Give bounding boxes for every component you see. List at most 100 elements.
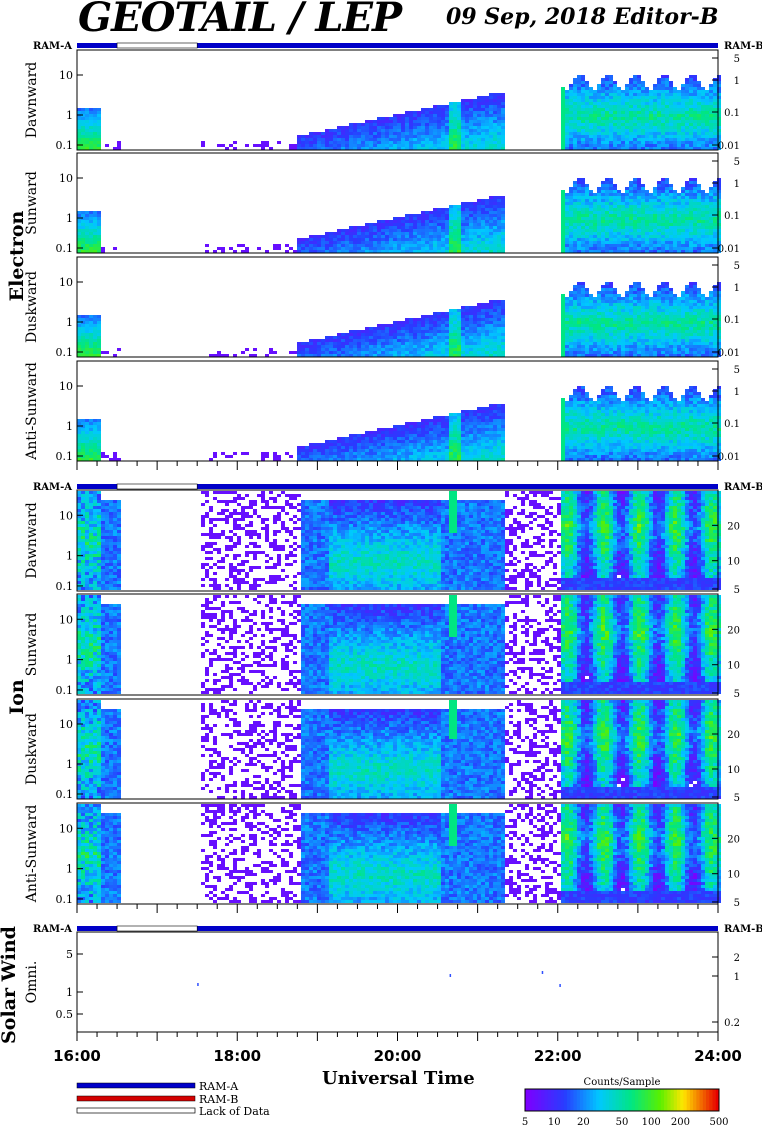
y-tick-label-right: 5: [734, 54, 740, 65]
y-tick-label-right: 1: [734, 283, 740, 294]
lack-of-data-segment: [117, 43, 197, 48]
colorbar-segment: [680, 1089, 684, 1111]
y-tick-label-right: 0.01: [718, 348, 740, 359]
ram-a-label: RAM-A: [33, 924, 72, 935]
ram-a-label: RAM-A: [33, 41, 72, 52]
colorbar-segment: [574, 1089, 578, 1111]
colorbar-segment: [683, 1089, 687, 1111]
y-tick-label: 1: [66, 986, 73, 999]
y-tick-label-right: 20: [727, 834, 740, 845]
colorbar-segment: [531, 1089, 535, 1111]
colorbar-segment: [690, 1089, 694, 1111]
ram-b-label: RAM-B: [724, 482, 762, 493]
panel-label: Sunward: [24, 171, 40, 235]
panel-label: Dawnward: [24, 502, 40, 579]
colorbar-title: Counts/Sample: [584, 1077, 661, 1088]
y-tick-label: 10: [59, 380, 73, 393]
colorbar-segment: [599, 1089, 603, 1111]
colorbar-tick-label: 500: [709, 1117, 728, 1128]
y-tick-label-right: 20: [727, 625, 740, 636]
colorbar-segment: [570, 1089, 574, 1111]
colorbar-segment: [632, 1089, 636, 1111]
colorbar-tick-label: 50: [616, 1117, 629, 1128]
colorbar-segment: [541, 1089, 545, 1111]
y-tick-label-right: 1: [734, 972, 740, 983]
colorbar-segment: [677, 1089, 681, 1111]
y-tick-label: 10: [59, 613, 73, 626]
colorbar-segment: [664, 1089, 668, 1111]
y-tick-label: 0.1: [56, 580, 74, 593]
y-tick-label-right: 10: [727, 870, 740, 881]
colorbar-segment: [586, 1089, 590, 1111]
colorbar-segment: [674, 1089, 678, 1111]
x-tick-label: 16:00: [53, 1047, 101, 1065]
colorbar-tick-label: 10: [548, 1117, 561, 1128]
colorbar-segment: [654, 1089, 658, 1111]
colorbar-tick-label: 200: [671, 1117, 690, 1128]
colorbar-segment: [583, 1089, 587, 1111]
y-tick-label-right: 10: [727, 765, 740, 776]
ram-b-label: RAM-B: [724, 924, 762, 935]
y-tick-label: 1: [66, 654, 73, 667]
y-tick-label-right: 5: [734, 793, 740, 804]
colorbar-segment: [580, 1089, 584, 1111]
y-tick-label-right: 0.01: [718, 452, 740, 463]
spectrogram-cells: [77, 282, 721, 357]
y-tick-label-right: 0.1: [724, 315, 740, 326]
panel-frame: [77, 932, 718, 1032]
colorbar-segment: [593, 1089, 597, 1111]
panel-label: Duskward: [24, 713, 40, 785]
y-tick-label: 0.1: [56, 450, 74, 463]
spectrogram-cells: [77, 700, 721, 799]
colorbar-segment: [658, 1089, 662, 1111]
colorbar-segment: [696, 1089, 700, 1111]
colorbar-segment: [561, 1089, 565, 1111]
lack-of-data-segment: [117, 484, 197, 489]
spectrogram-cells: [77, 804, 721, 903]
legend-ram-a-swatch: [77, 1083, 195, 1088]
y-tick-label-right: 0.1: [724, 419, 740, 430]
y-tick-label: 5: [66, 948, 73, 961]
colorbar-segment: [554, 1089, 558, 1111]
spectrogram-cells: [77, 386, 721, 461]
colorbar-segment: [525, 1089, 529, 1111]
colorbar-segment: [535, 1089, 539, 1111]
colorbar-segment: [548, 1089, 552, 1111]
ram-a-label: RAM-A: [33, 482, 72, 493]
y-tick-label: 1: [66, 212, 73, 225]
colorbar-segment: [606, 1089, 610, 1111]
y-tick-label: 1: [66, 863, 73, 876]
y-tick-label: 1: [66, 420, 73, 433]
y-tick-label-right: 5: [734, 689, 740, 700]
y-tick-label-right: 10: [727, 661, 740, 672]
colorbar-segment: [590, 1089, 594, 1111]
y-tick-label: 0.1: [56, 893, 74, 906]
y-tick-label-right: 1: [734, 179, 740, 190]
colorbar-segment: [557, 1089, 561, 1111]
colorbar-segment: [638, 1089, 642, 1111]
colorbar-segment: [603, 1089, 607, 1111]
y-tick-label: 1: [66, 316, 73, 329]
y-tick-label-right: 1: [734, 387, 740, 398]
x-tick-label: 20:00: [374, 1047, 422, 1065]
colorbar-segment: [700, 1089, 704, 1111]
colorbar-segment: [667, 1089, 671, 1111]
colorbar-segment: [625, 1089, 629, 1111]
colorbar-segment: [609, 1089, 613, 1111]
panel-label: Anti-Sunward: [24, 805, 40, 904]
colorbar-segment: [635, 1089, 639, 1111]
y-tick-label-right: 0.01: [718, 244, 740, 255]
y-tick-label-right: 5: [734, 365, 740, 376]
legend-ram-b-swatch: [77, 1096, 195, 1101]
spectrogram-cells: [77, 491, 721, 590]
colorbar-tick-label: 100: [642, 1117, 661, 1128]
panel-label: Anti-Sunward: [24, 362, 40, 461]
colorbar-segment: [709, 1089, 713, 1111]
colorbar-segment: [551, 1089, 555, 1111]
panel-label: Dawnward: [24, 62, 40, 139]
y-tick-label-right: 0.01: [718, 141, 740, 152]
lack-of-data-segment: [117, 926, 197, 931]
colorbar-segment: [651, 1089, 655, 1111]
legend-ram-a-label: RAM-A: [199, 1080, 239, 1093]
spectrogram-cells: [77, 178, 721, 253]
